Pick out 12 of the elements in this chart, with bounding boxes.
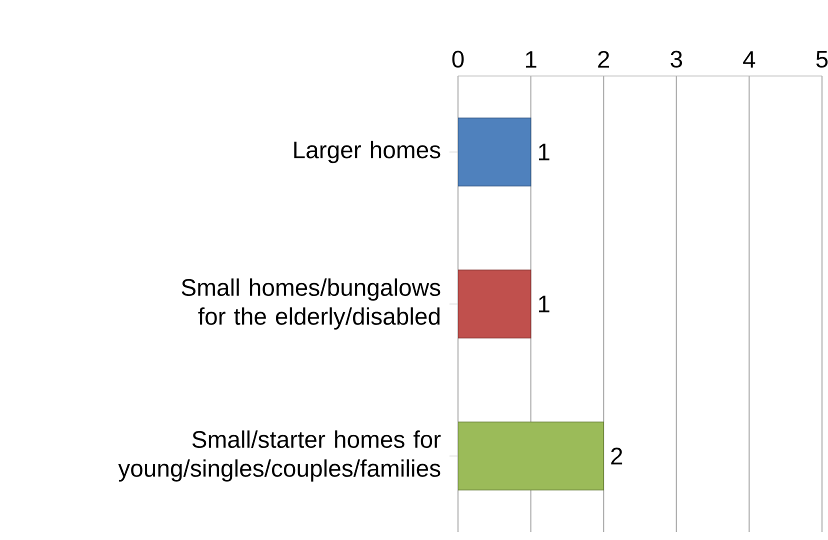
y-tick-label: Small/starter homes for young/singles/couples/families [118, 430, 441, 482]
x-tick-label: 3 [670, 50, 682, 68]
x-tick-label: 0 [452, 50, 464, 68]
data-label: 1 [539, 144, 550, 160]
data-label: 1 [539, 296, 550, 312]
y-tick-label: Small homes/bungalows for the elderly/disabled [182, 278, 440, 330]
x-tick-label: 5 [816, 50, 828, 68]
x-tick-label: 2 [598, 50, 610, 68]
y-tick-label: Larger homes [294, 140, 440, 164]
x-tick-label: 4 [743, 51, 756, 68]
data-label: 2 [611, 448, 622, 464]
x-tick-label: 1 [526, 51, 536, 68]
